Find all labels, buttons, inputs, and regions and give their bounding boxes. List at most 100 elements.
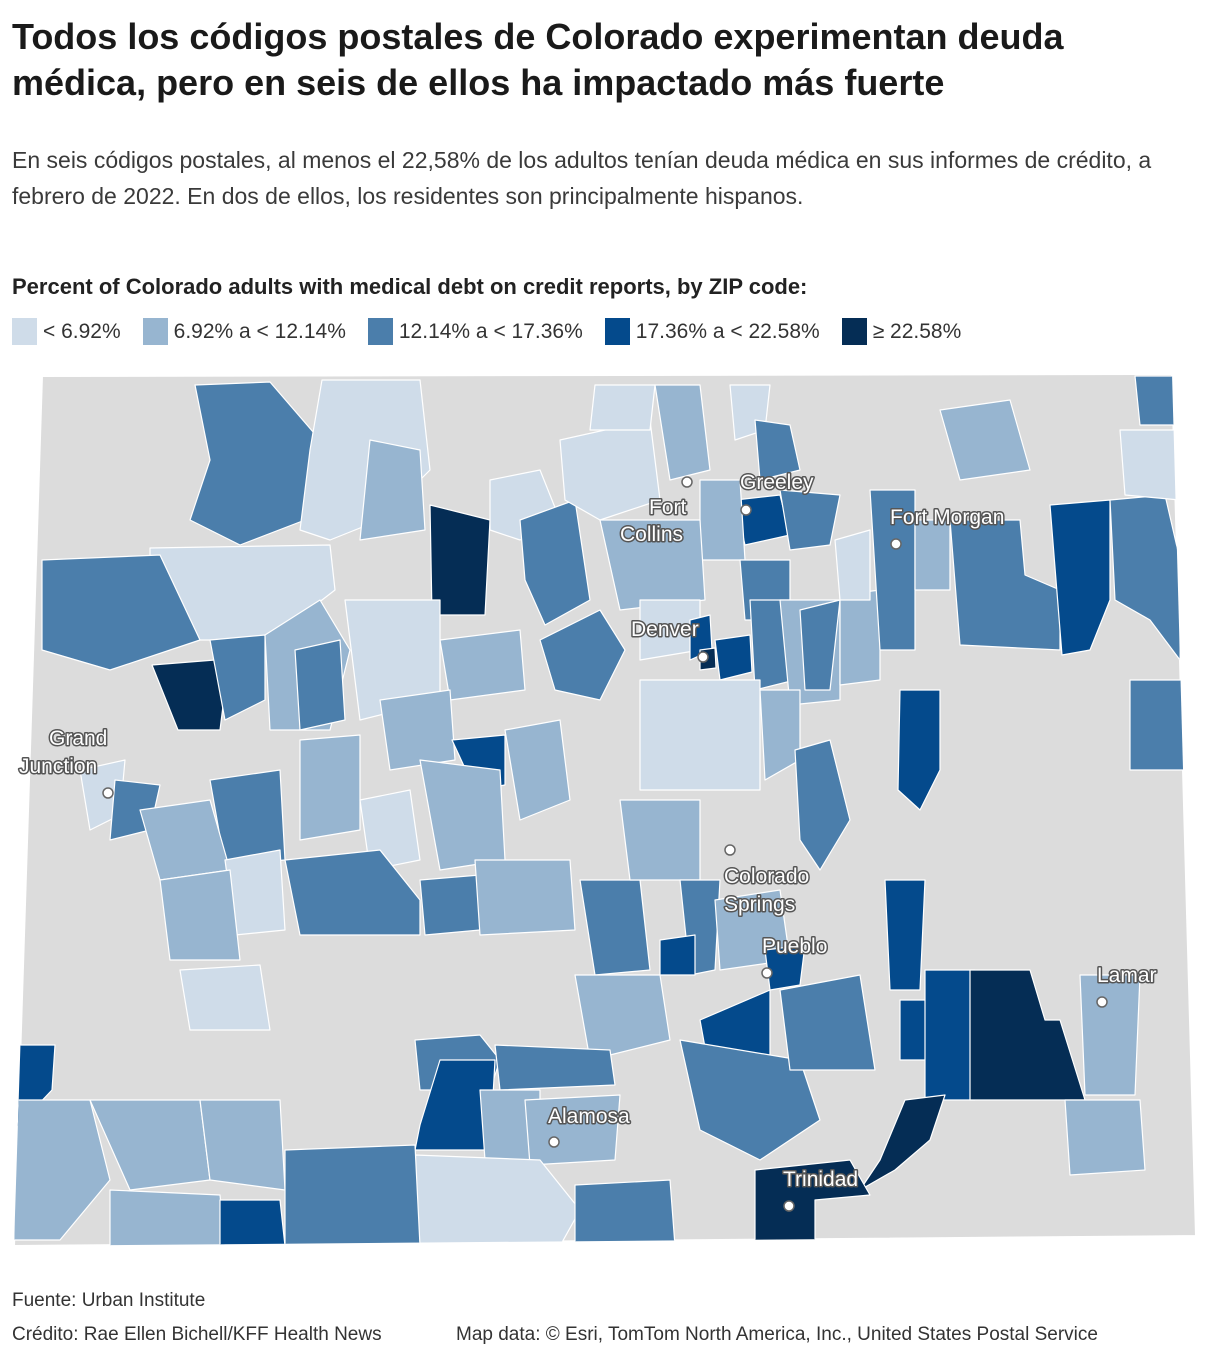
zip-region[interactable] bbox=[284, 849, 421, 936]
zip-region[interactable] bbox=[504, 719, 571, 821]
zip-region[interactable] bbox=[779, 974, 876, 1071]
legend: < 6.92% 6.92% a < 12.14% 12.14% a < 17.3… bbox=[12, 318, 983, 345]
zip-region[interactable] bbox=[754, 419, 801, 481]
city-label-fort-collins-2: Collins bbox=[620, 523, 683, 546]
zip-region[interactable] bbox=[284, 1144, 421, 1246]
city-dot-greeley bbox=[740, 504, 752, 516]
zip-region[interactable] bbox=[359, 439, 426, 541]
zip-region[interactable] bbox=[41, 554, 201, 671]
chart-subtitle: En seis códigos postales, al menos el 22… bbox=[12, 147, 1152, 209]
legend-swatch bbox=[12, 318, 37, 345]
city-label-colorado-springs-2: Springs bbox=[724, 893, 795, 916]
zip-region[interactable] bbox=[1119, 429, 1181, 501]
zip-region[interactable] bbox=[574, 1179, 676, 1246]
zip-region[interactable] bbox=[494, 1044, 616, 1091]
zip-region[interactable] bbox=[1064, 1099, 1146, 1176]
legend-item-12-14-to-17-36: 12.14% a < 17.36% bbox=[367, 318, 583, 345]
legend-label: 6.92% a < 12.14% bbox=[173, 319, 346, 343]
zip-region[interactable] bbox=[839, 589, 881, 686]
city-label-colorado-springs-1: Colorado bbox=[724, 865, 809, 888]
city-dot-grand-junction bbox=[102, 787, 114, 799]
zip-region[interactable] bbox=[1129, 679, 1196, 771]
city-label-grand-junction-1: Grand bbox=[49, 727, 107, 750]
legend-swatch bbox=[604, 318, 630, 345]
zip-region[interactable] bbox=[1049, 499, 1111, 656]
zip-region[interactable] bbox=[189, 381, 321, 546]
zip-region[interactable] bbox=[897, 689, 941, 811]
footer-credit: Crédito: Rae Ellen Bichell/KFF Health Ne… bbox=[12, 1324, 382, 1345]
zip-region[interactable] bbox=[1079, 974, 1141, 1096]
zip-region[interactable] bbox=[109, 1189, 226, 1246]
zip-region[interactable] bbox=[429, 504, 491, 616]
zip-region[interactable] bbox=[519, 499, 591, 626]
legend-item-lt-6-92: < 6.92% bbox=[12, 318, 121, 345]
zip-region[interactable] bbox=[914, 519, 951, 591]
footer-source: Fuente: Urban Institute bbox=[12, 1290, 206, 1311]
city-dot-denver bbox=[697, 651, 709, 663]
zip-region[interactable] bbox=[209, 634, 266, 721]
zip-region[interactable] bbox=[884, 879, 926, 991]
legend-swatch bbox=[142, 318, 168, 345]
zip-region[interactable] bbox=[524, 1094, 621, 1166]
zip-region[interactable] bbox=[414, 1059, 496, 1151]
zip-region[interactable] bbox=[1134, 375, 1179, 426]
city-markers: Greeley Fort Collins Fort Morgan Denver … bbox=[18, 470, 1158, 1212]
zip-region[interactable] bbox=[379, 689, 456, 771]
zip-region[interactable] bbox=[969, 969, 1086, 1101]
city-dot-lamar bbox=[1096, 996, 1108, 1008]
zip-region[interactable] bbox=[589, 384, 656, 431]
city-dot-trinidad bbox=[783, 1200, 795, 1212]
legend-item-17-36-to-22-58: 17.36% a < 22.58% bbox=[604, 318, 820, 345]
zip-region[interactable] bbox=[754, 1159, 871, 1246]
city-label-lamar: Lamar bbox=[1097, 964, 1157, 987]
zip-region[interactable] bbox=[159, 869, 241, 961]
city-label-grand-junction-2: Junction bbox=[19, 755, 97, 778]
city-dot-fort-morgan bbox=[890, 538, 902, 550]
zip-region[interactable] bbox=[859, 1094, 946, 1191]
legend-label: < 6.92% bbox=[43, 319, 121, 343]
city-dot-alamosa bbox=[548, 1136, 560, 1148]
zip-region[interactable] bbox=[699, 479, 746, 561]
city-label-denver: Denver bbox=[631, 618, 699, 641]
city-label-fort-collins-1: Fort bbox=[649, 496, 687, 519]
city-dot-pueblo bbox=[761, 967, 773, 979]
zip-region[interactable] bbox=[924, 969, 976, 1101]
zip-region[interactable] bbox=[179, 964, 271, 1031]
zip-region[interactable] bbox=[714, 634, 753, 681]
zip-region[interactable] bbox=[639, 679, 761, 791]
city-label-trinidad: Trinidad bbox=[783, 1168, 858, 1191]
footer-map-data: Map data: © Esri, TomTom North America, … bbox=[456, 1324, 1098, 1345]
zip-region[interactable] bbox=[539, 609, 626, 701]
zip-region[interactable] bbox=[151, 659, 226, 731]
zip-region[interactable] bbox=[439, 629, 526, 701]
zip-region[interactable] bbox=[419, 874, 481, 936]
zip-region[interactable] bbox=[799, 599, 841, 691]
zip-region[interactable] bbox=[299, 734, 361, 841]
city-label-fort-morgan: Fort Morgan bbox=[890, 506, 1004, 529]
zip-region[interactable] bbox=[14, 1099, 111, 1241]
zip-region[interactable] bbox=[939, 399, 1031, 481]
legend-label: ≥ 22.58% bbox=[872, 319, 962, 343]
zip-region[interactable] bbox=[294, 639, 346, 731]
zip-region[interactable] bbox=[679, 1039, 821, 1161]
zip-region[interactable] bbox=[834, 529, 871, 601]
city-dot-fort-collins bbox=[681, 476, 693, 488]
zip-region[interactable] bbox=[659, 934, 696, 976]
city-dot-colorado-springs bbox=[724, 844, 736, 856]
zip-region[interactable] bbox=[619, 799, 701, 881]
zip-region[interactable] bbox=[869, 489, 916, 651]
colorado-zip-map[interactable]: Greeley Fort Collins Fort Morgan Denver … bbox=[0, 360, 1220, 1260]
zip-region[interactable] bbox=[794, 739, 851, 871]
zip-region[interactable] bbox=[474, 859, 576, 936]
zip-region[interactable] bbox=[599, 519, 706, 611]
legend-title: Percent of Colorado adults with medical … bbox=[12, 274, 808, 299]
zip-region[interactable] bbox=[199, 1099, 286, 1191]
zip-region[interactable] bbox=[219, 1199, 286, 1246]
city-label-pueblo: Pueblo bbox=[762, 935, 827, 958]
zip-region[interactable] bbox=[654, 384, 711, 481]
city-label-greeley: Greeley bbox=[740, 471, 814, 494]
chart-title: Todos los códigos postales de Colorado e… bbox=[12, 16, 1064, 103]
zip-region[interactable] bbox=[579, 879, 651, 976]
zip-region[interactable] bbox=[574, 974, 671, 1061]
zip-region[interactable] bbox=[779, 489, 841, 551]
